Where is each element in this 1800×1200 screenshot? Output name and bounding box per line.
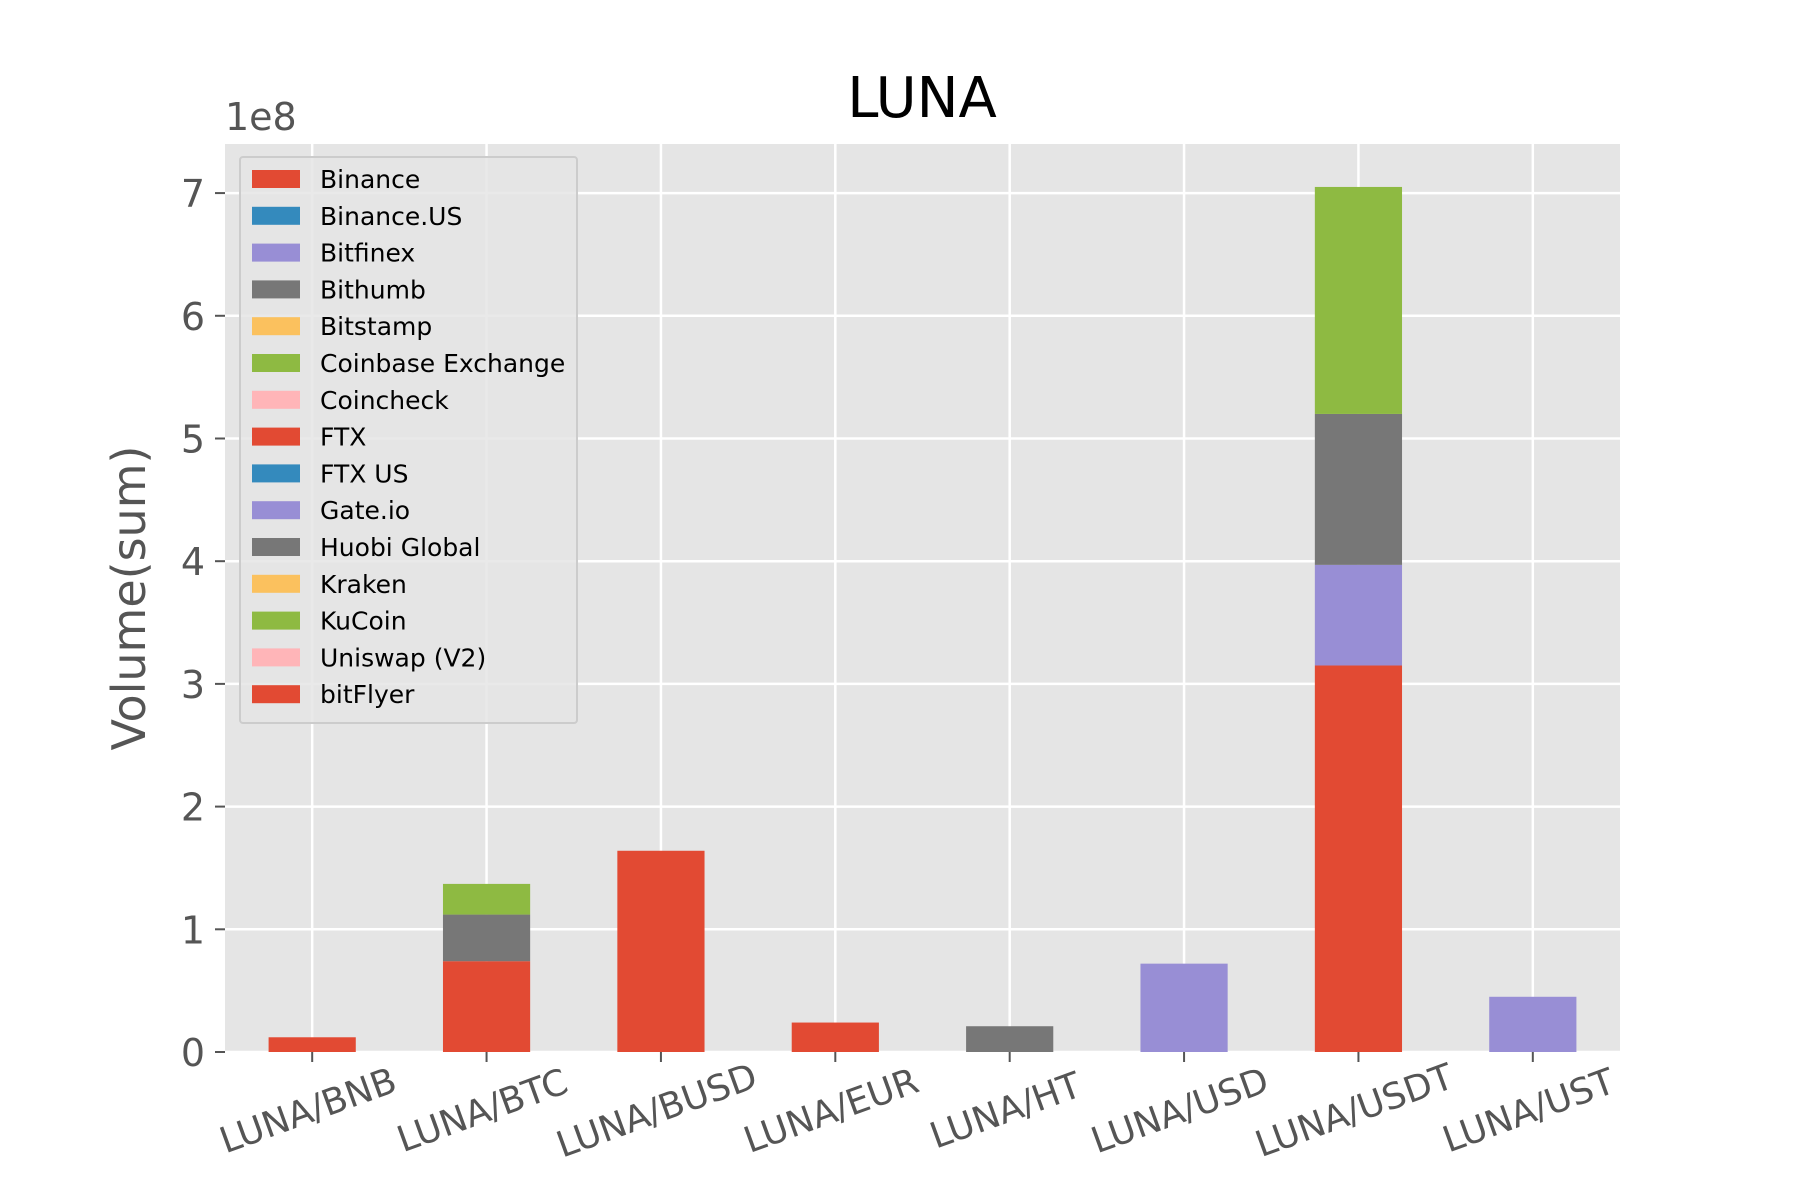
legend-label: Bithumb [320,275,426,304]
bar-segment [1315,187,1402,414]
y-tick-label: 6 [181,295,205,339]
legend-swatch [252,538,300,556]
legend-swatch [252,207,300,225]
bar-segment [443,884,530,915]
y-tick-label: 0 [181,1031,205,1075]
y-tick-label: 1 [181,908,205,952]
y-tick-label: 2 [181,786,205,830]
bar-segment [1315,565,1402,666]
legend-label: Binance.US [320,202,462,231]
chart-title: LUNA [847,66,997,131]
legend-label: Binance [320,165,420,194]
legend-label: Bitfinex [320,239,415,268]
y-tick-label: 4 [181,540,205,584]
bar-segment [1140,964,1227,1052]
legend-label: Bitstamp [320,312,432,341]
legend-label: Coincheck [320,386,449,415]
legend-swatch [252,170,300,188]
legend-swatch [252,685,300,703]
legend-label: bitFlyer [320,680,415,709]
y-tick-label: 7 [181,172,205,216]
legend-swatch [252,501,300,519]
legend-label: FTX US [320,459,408,488]
y-tick-label: 5 [181,417,205,461]
bar-segment [443,961,530,1052]
bar-segment [1315,414,1402,565]
legend-swatch [252,391,300,409]
legend-swatch [252,280,300,298]
legend: Binance Binance.US Bitfinex Bithumb Bitstamp… [240,157,577,723]
y-axis-label: Volume(sum) [102,446,156,751]
bar-segment [1315,665,1402,1052]
legend-label: FTX [320,423,366,452]
bar-segment [617,851,704,1052]
bar-segment [792,1023,879,1052]
legend-swatch [252,354,300,372]
legend-swatch [252,428,300,446]
legend-swatch [252,612,300,630]
bar-segment [443,915,530,962]
legend-swatch [252,464,300,482]
legend-swatch [252,575,300,593]
bar-segment [1489,997,1576,1052]
legend-label: Gate.io [320,496,410,525]
legend-label: Huobi Global [320,533,480,562]
legend-label: Coinbase Exchange [320,349,565,378]
y-tick-label: 3 [181,663,205,707]
bar-segment [269,1037,356,1052]
legend-swatch [252,648,300,666]
legend-label: Uniswap (V2) [320,643,486,672]
legend-label: Kraken [320,570,407,599]
legend-swatch [252,317,300,335]
y-scale-label: 1e8 [225,95,297,139]
legend-label: KuCoin [320,607,407,636]
bar-segment [966,1026,1053,1052]
legend-swatch [252,244,300,262]
